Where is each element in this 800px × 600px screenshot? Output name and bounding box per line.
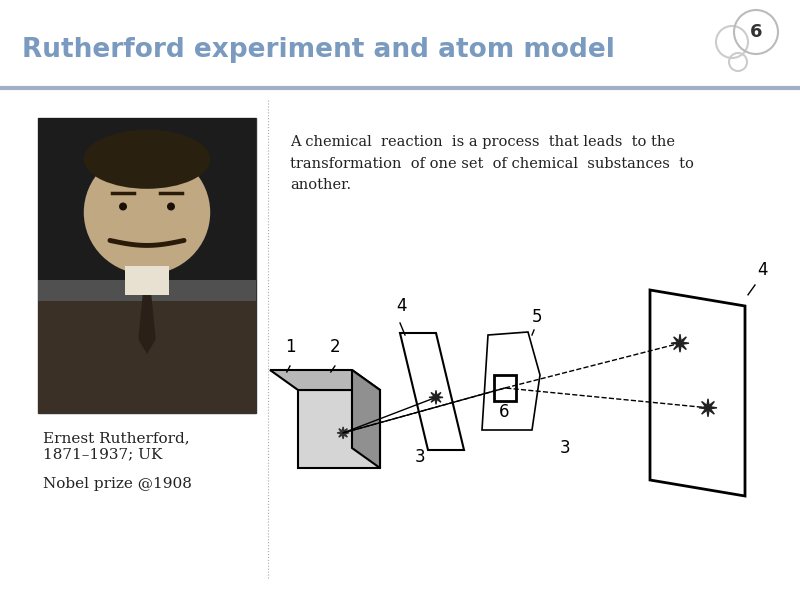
FancyBboxPatch shape: [0, 0, 800, 90]
Polygon shape: [650, 290, 745, 496]
Polygon shape: [138, 295, 156, 354]
Text: A chemical  reaction  is a process  that leads  to the
transformation  of one se: A chemical reaction is a process that le…: [290, 135, 694, 193]
Text: 6: 6: [499, 403, 510, 421]
Text: 3: 3: [415, 448, 426, 466]
FancyBboxPatch shape: [38, 118, 256, 413]
Text: 4: 4: [396, 297, 406, 315]
Text: 4: 4: [757, 261, 767, 279]
Text: 2: 2: [330, 338, 340, 356]
FancyBboxPatch shape: [38, 118, 256, 280]
FancyBboxPatch shape: [125, 265, 169, 295]
Polygon shape: [298, 390, 380, 468]
Text: Rutherford experiment and atom model: Rutherford experiment and atom model: [22, 37, 615, 63]
Polygon shape: [270, 370, 380, 390]
Text: 6: 6: [750, 23, 762, 41]
Polygon shape: [400, 333, 464, 450]
Circle shape: [119, 202, 127, 211]
Text: 5: 5: [532, 308, 542, 326]
FancyBboxPatch shape: [38, 280, 256, 413]
Text: Ernest Rutherford,: Ernest Rutherford,: [43, 431, 190, 445]
Polygon shape: [699, 399, 717, 417]
Polygon shape: [429, 391, 443, 404]
Polygon shape: [352, 370, 380, 468]
Polygon shape: [337, 427, 349, 439]
Text: Nobel prize @1908: Nobel prize @1908: [43, 477, 192, 491]
Ellipse shape: [84, 151, 210, 274]
Text: 3: 3: [560, 439, 570, 457]
Text: 1: 1: [285, 338, 295, 356]
Ellipse shape: [84, 130, 210, 189]
Polygon shape: [671, 334, 689, 352]
Circle shape: [167, 202, 175, 211]
Polygon shape: [38, 301, 256, 413]
Text: 1871–1937; UK: 1871–1937; UK: [43, 447, 162, 461]
Polygon shape: [494, 375, 516, 401]
